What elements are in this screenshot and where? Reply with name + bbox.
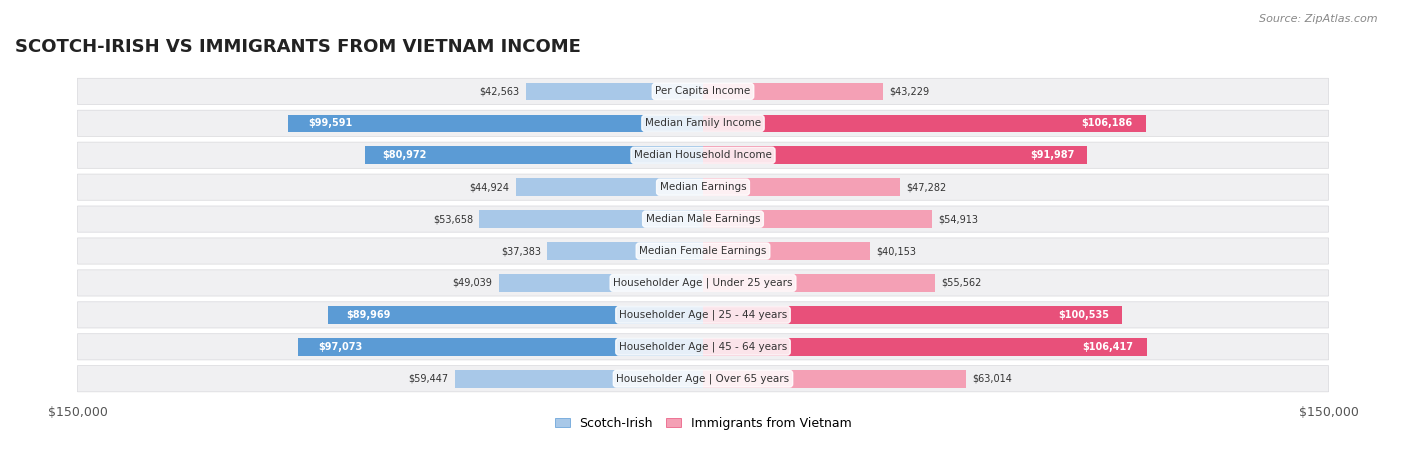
- Text: Householder Age | Over 65 years: Householder Age | Over 65 years: [616, 374, 790, 384]
- Legend: Scotch-Irish, Immigrants from Vietnam: Scotch-Irish, Immigrants from Vietnam: [550, 412, 856, 435]
- Text: $47,282: $47,282: [907, 182, 946, 192]
- Text: Median Family Income: Median Family Income: [645, 118, 761, 128]
- Text: Median Male Earnings: Median Male Earnings: [645, 214, 761, 224]
- FancyBboxPatch shape: [77, 142, 1329, 168]
- Bar: [703, 147, 1087, 164]
- Text: $54,913: $54,913: [938, 214, 979, 224]
- Bar: [703, 178, 900, 196]
- Text: SCOTCH-IRISH VS IMMIGRANTS FROM VIETNAM INCOME: SCOTCH-IRISH VS IMMIGRANTS FROM VIETNAM …: [15, 38, 581, 57]
- Bar: [328, 306, 703, 324]
- Text: $97,073: $97,073: [319, 342, 363, 352]
- Bar: [479, 210, 703, 228]
- Bar: [298, 338, 703, 355]
- Text: $100,535: $100,535: [1059, 310, 1109, 320]
- FancyBboxPatch shape: [77, 174, 1329, 200]
- Text: Householder Age | Under 25 years: Householder Age | Under 25 years: [613, 278, 793, 288]
- Bar: [703, 370, 966, 388]
- FancyBboxPatch shape: [77, 270, 1329, 296]
- Text: Source: ZipAtlas.com: Source: ZipAtlas.com: [1260, 14, 1378, 24]
- Bar: [547, 242, 703, 260]
- Text: Median Household Income: Median Household Income: [634, 150, 772, 160]
- FancyBboxPatch shape: [77, 206, 1329, 232]
- Text: $37,383: $37,383: [501, 246, 541, 256]
- FancyBboxPatch shape: [77, 78, 1329, 105]
- Bar: [703, 338, 1147, 355]
- FancyBboxPatch shape: [77, 238, 1329, 264]
- Bar: [499, 274, 703, 292]
- Text: Householder Age | 45 - 64 years: Householder Age | 45 - 64 years: [619, 341, 787, 352]
- Text: $91,987: $91,987: [1031, 150, 1076, 160]
- Bar: [703, 210, 932, 228]
- Text: $55,562: $55,562: [941, 278, 981, 288]
- Bar: [366, 147, 703, 164]
- Text: $63,014: $63,014: [972, 374, 1012, 384]
- Text: Median Female Earnings: Median Female Earnings: [640, 246, 766, 256]
- Bar: [703, 242, 870, 260]
- Text: Median Earnings: Median Earnings: [659, 182, 747, 192]
- Bar: [288, 114, 703, 132]
- FancyBboxPatch shape: [77, 302, 1329, 328]
- FancyBboxPatch shape: [77, 366, 1329, 392]
- Text: Per Capita Income: Per Capita Income: [655, 86, 751, 96]
- Bar: [703, 83, 883, 100]
- Text: $106,186: $106,186: [1081, 118, 1132, 128]
- Bar: [703, 306, 1122, 324]
- Text: Householder Age | 25 - 44 years: Householder Age | 25 - 44 years: [619, 310, 787, 320]
- Bar: [703, 114, 1146, 132]
- Text: $43,229: $43,229: [890, 86, 929, 96]
- FancyBboxPatch shape: [77, 110, 1329, 136]
- Text: $40,153: $40,153: [877, 246, 917, 256]
- Text: $53,658: $53,658: [433, 214, 472, 224]
- FancyBboxPatch shape: [77, 334, 1329, 360]
- Text: $49,039: $49,039: [453, 278, 492, 288]
- Bar: [526, 83, 703, 100]
- Bar: [516, 178, 703, 196]
- Text: $80,972: $80,972: [382, 150, 426, 160]
- Text: $44,924: $44,924: [470, 182, 509, 192]
- Text: $99,591: $99,591: [308, 118, 353, 128]
- Bar: [456, 370, 703, 388]
- Text: $89,969: $89,969: [347, 310, 391, 320]
- Bar: [703, 274, 935, 292]
- Text: $42,563: $42,563: [479, 86, 519, 96]
- Text: $59,447: $59,447: [409, 374, 449, 384]
- Text: $106,417: $106,417: [1083, 342, 1133, 352]
